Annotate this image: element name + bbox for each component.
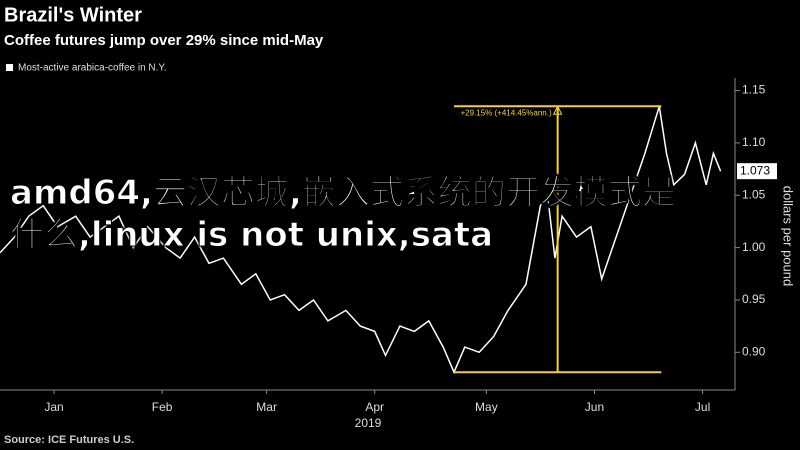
line	[0, 106, 722, 375]
y-axis-label: dollars per pound	[781, 186, 796, 286]
y-tick-label: 1.15	[742, 83, 766, 97]
annotation-label: +29.15% (+414.45%ann.)	[460, 108, 552, 117]
x-tick-label: Mar	[256, 400, 277, 414]
annotation-arrow	[552, 105, 563, 115]
legend-swatch	[6, 64, 13, 71]
x-axis-label: 2019	[355, 416, 382, 430]
last-value-box	[737, 163, 777, 180]
y-tick-label: 0.95	[742, 292, 766, 306]
last-value-label: 1.073	[740, 163, 770, 177]
x-tick-label: Apr	[365, 400, 384, 414]
overlay-text: amd64,云汉芯城,嵌入式系统的开发模式是什么,linux is not un…	[10, 173, 677, 256]
x-tick-label: Jul	[695, 400, 710, 414]
legend-label: Most-active arabica-coffee in N.Y.	[18, 63, 167, 74]
y-tick-label: 1.00	[742, 240, 766, 254]
y-tick-label: 0.90	[742, 344, 766, 358]
x-tick-label: May	[475, 400, 498, 414]
chart-subtitle: Coffee futures jump over 29% since mid-M…	[4, 32, 324, 49]
chart-title: Brazil's Winter	[4, 4, 142, 26]
x-tick-label: Jan	[44, 400, 63, 414]
x-tick-label: Jun	[585, 400, 604, 414]
x-tick-label: Feb	[152, 400, 173, 414]
source: Source: ICE Futures U.S.	[4, 434, 134, 446]
y-tick-label: 1.05	[742, 187, 766, 201]
y-tick-label: 1.10	[742, 135, 766, 149]
